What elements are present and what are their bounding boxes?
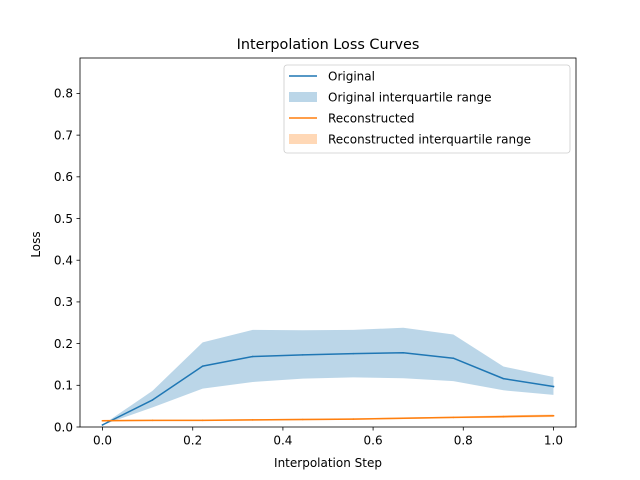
series-1-point	[502, 415, 505, 418]
legend: Original Original interquartile range Reco…	[283, 64, 571, 154]
axes-frame	[79, 57, 577, 428]
series-0-point	[151, 399, 154, 401]
y-axis-label: Loss	[29, 231, 43, 257]
series-0-point	[101, 424, 104, 426]
x-tick-label: 0.2	[183, 434, 202, 448]
legend-label-series-1: Reconstructed	[328, 112, 415, 126]
series-1-point	[251, 419, 254, 421]
series-0-point	[352, 352, 355, 355]
y-tick-label: 0.8	[54, 87, 73, 101]
series-1-point	[201, 419, 204, 422]
series-0-point	[251, 355, 254, 358]
y-tick-label: 0.0	[54, 420, 73, 434]
series-0-point	[402, 351, 405, 354]
legend-label-series-1-iqr: Reconstructed interquartile range	[328, 133, 531, 147]
series-0-point	[502, 377, 505, 380]
chart-title: Interpolation Loss Curves	[237, 37, 420, 53]
x-tick-label: 0.0	[93, 434, 112, 448]
series-1-line	[101, 414, 555, 422]
series-0-iqr-band	[102, 327, 554, 425]
series-1-point	[452, 416, 455, 419]
legend-frame	[283, 64, 571, 154]
y-tick-label: 0.2	[54, 337, 73, 351]
x-axis-label: Interpolation Step	[274, 456, 382, 470]
series-1-point	[101, 419, 104, 422]
series-1-point	[552, 414, 555, 417]
y-axis: 0.0 0.1 0.2 0.3 0.4 0.5 0.6 0.7 0.8	[54, 87, 80, 434]
series-0-line	[101, 352, 555, 426]
x-tick-label: 0.6	[364, 434, 383, 448]
x-tick-label: 0.8	[454, 434, 473, 448]
legend-swatch-series-0-iqr	[289, 92, 317, 102]
y-tick-label: 0.1	[54, 379, 73, 393]
x-tick-label: 1.0	[544, 434, 563, 448]
legend-swatch-series-1-iqr	[289, 134, 317, 144]
y-tick-label: 0.7	[54, 128, 73, 142]
series-1-point	[301, 418, 304, 421]
series-1-point	[352, 418, 355, 420]
y-tick-label: 0.5	[54, 212, 73, 226]
series-1-point	[402, 417, 405, 420]
y-tick-label: 0.3	[54, 295, 73, 309]
legend-label-series-0: Original	[328, 70, 375, 84]
series-0-point	[201, 365, 204, 367]
plot-area	[101, 327, 555, 426]
y-tick-label: 0.4	[54, 254, 73, 268]
series-0-point	[452, 357, 455, 360]
series-1-point	[151, 419, 154, 422]
y-tick-label: 0.6	[54, 170, 73, 184]
legend-label-series-0-iqr: Original interquartile range	[328, 91, 492, 105]
x-axis: 0.0 0.2 0.4 0.6 0.8 1.0	[93, 427, 563, 448]
x-tick-label: 0.4	[273, 434, 292, 448]
series-0-point	[301, 354, 304, 356]
series-0-point	[552, 385, 555, 388]
